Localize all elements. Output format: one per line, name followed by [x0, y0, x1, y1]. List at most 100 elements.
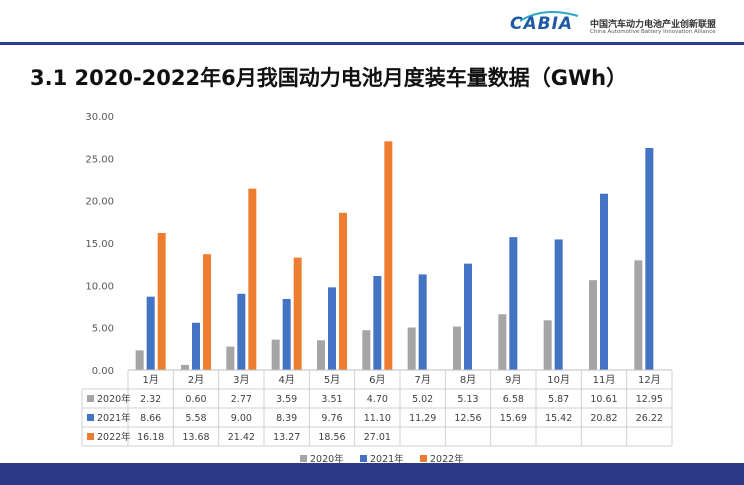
bar-2020年-4月: [271, 339, 280, 370]
table-series-label: 2022年: [97, 431, 131, 443]
header-divider: [0, 42, 744, 45]
table-value: 11.10: [364, 413, 391, 424]
bar-2020年-10月: [543, 320, 552, 370]
table-value: 3.59: [276, 394, 297, 405]
bar-2020年-6月: [362, 330, 371, 370]
x-tick-label: 2月: [188, 374, 204, 386]
table-value: 13.68: [182, 432, 209, 443]
bar-2021年-11月: [600, 193, 608, 370]
table-value: 18.56: [318, 432, 345, 443]
bar-2021年-9月: [509, 237, 518, 370]
bar-2022年-1月: [157, 233, 166, 370]
x-tick-label: 4月: [278, 374, 294, 386]
table-legend-key: [87, 414, 94, 421]
table-value: 5.02: [412, 394, 433, 405]
x-tick-label: 11月: [593, 374, 616, 386]
table-value: 13.27: [273, 432, 300, 443]
y-tick-label: 15.00: [85, 239, 114, 250]
logo-arc-icon: [519, 11, 579, 22]
bar-2021年-2月: [192, 322, 200, 370]
table-value: 12.95: [636, 394, 663, 405]
legend-label: 2021年: [370, 453, 404, 463]
bar-2021年-4月: [282, 298, 291, 370]
bar-2021年-12月: [645, 148, 654, 370]
bar-2022年-3月: [248, 188, 257, 370]
bar-2021年-3月: [237, 293, 246, 370]
bar-2020年-8月: [453, 326, 461, 370]
x-tick-label: 9月: [505, 374, 521, 386]
table-value: 6.58: [503, 394, 524, 405]
logo-text: CABIA: [510, 14, 574, 34]
legend-key: [420, 455, 427, 462]
table-value: 15.42: [545, 413, 572, 424]
org-name-cn: 中国汽车动力电池产业创新联盟: [590, 20, 717, 30]
table-value: 15.69: [500, 413, 527, 424]
x-tick-label: 7月: [414, 374, 430, 386]
legend-key: [360, 455, 367, 462]
table-legend-key: [87, 395, 94, 402]
table-value: 10.61: [590, 394, 617, 405]
x-tick-label: 6月: [369, 374, 385, 386]
table-value: 5.13: [457, 394, 478, 405]
y-tick-label: 20.00: [85, 197, 114, 208]
org-name-en: China Automotive Battery Innovation Alli…: [590, 29, 716, 35]
y-tick-label: 30.00: [85, 112, 114, 123]
bar-2022年-5月: [339, 212, 347, 370]
x-tick-label: 3月: [233, 374, 249, 386]
table-value: 4.70: [367, 394, 388, 405]
bar-2020年-1月: [135, 350, 144, 370]
bar-2020年-11月: [589, 280, 597, 370]
chart: 0.00 5.00 10.00 15.00 20.00 25.00 30.00 1月 2月 3月 4…: [81, 112, 673, 463]
table-value: 5.87: [548, 394, 569, 405]
bar-2022年-4月: [293, 257, 302, 370]
bar-2022年-6月: [384, 141, 393, 370]
y-tick-label: 25.00: [85, 154, 114, 165]
bar-2020年-3月: [226, 346, 235, 370]
table-series-label: 2020年: [97, 393, 131, 405]
x-tick-label: 10月: [547, 374, 570, 386]
table-value: 20.82: [590, 413, 617, 424]
bar-2021年-7月: [418, 274, 427, 370]
table-value: 9.76: [321, 413, 342, 424]
table-value: 16.18: [137, 432, 164, 443]
legend-label: 2022年: [430, 453, 464, 463]
table-value: 27.01: [364, 432, 391, 443]
bar-2020年-7月: [407, 327, 416, 370]
table-value: 2.32: [140, 394, 161, 405]
table-value: 2.77: [231, 394, 252, 405]
y-tick-label: 5.00: [92, 324, 114, 335]
table-value: 11.29: [409, 413, 436, 424]
legend-label: 2020年: [310, 453, 344, 463]
x-tick-label: 1月: [142, 374, 158, 386]
bar-2021年-5月: [328, 287, 336, 370]
bar-2020年-12月: [634, 260, 643, 370]
footer-bar: [0, 463, 744, 485]
table-series-label: 2021年: [97, 412, 131, 424]
table-value: 21.42: [228, 432, 255, 443]
table-legend-key: [87, 433, 94, 440]
table-value: 12.56: [454, 413, 481, 424]
y-tick-label: 0.00: [92, 366, 114, 377]
table-value: 8.39: [276, 413, 297, 424]
table-value: 5.58: [185, 413, 206, 424]
table-value: 0.60: [185, 394, 206, 405]
bar-2021年-8月: [464, 263, 472, 370]
bar-2022年-2月: [203, 254, 211, 370]
y-tick-label: 10.00: [85, 281, 114, 292]
table-value: 8.66: [140, 413, 161, 424]
bar-2020年-2月: [181, 364, 189, 370]
x-tick-label: 5月: [324, 374, 340, 386]
x-tick-label: 12月: [638, 374, 661, 386]
cabia-logo: CABIA 中国汽车动力电池产业创新联盟 China Automotive Ba…: [510, 8, 740, 40]
legend-key: [300, 455, 307, 462]
bar-2021年-1月: [146, 296, 155, 370]
bar-2020年-9月: [498, 314, 507, 370]
table-value: 3.51: [321, 394, 342, 405]
x-tick-label: 8月: [460, 374, 476, 386]
bar-2020年-5月: [317, 340, 325, 370]
table-value: 9.00: [231, 413, 252, 424]
page-title: 3.1 2020-2022年6月我国动力电池月度装车量数据（GWh）: [30, 66, 628, 90]
bar-2021年-6月: [373, 276, 382, 370]
table-value: 26.22: [636, 413, 663, 424]
bar-2021年-10月: [554, 239, 563, 370]
